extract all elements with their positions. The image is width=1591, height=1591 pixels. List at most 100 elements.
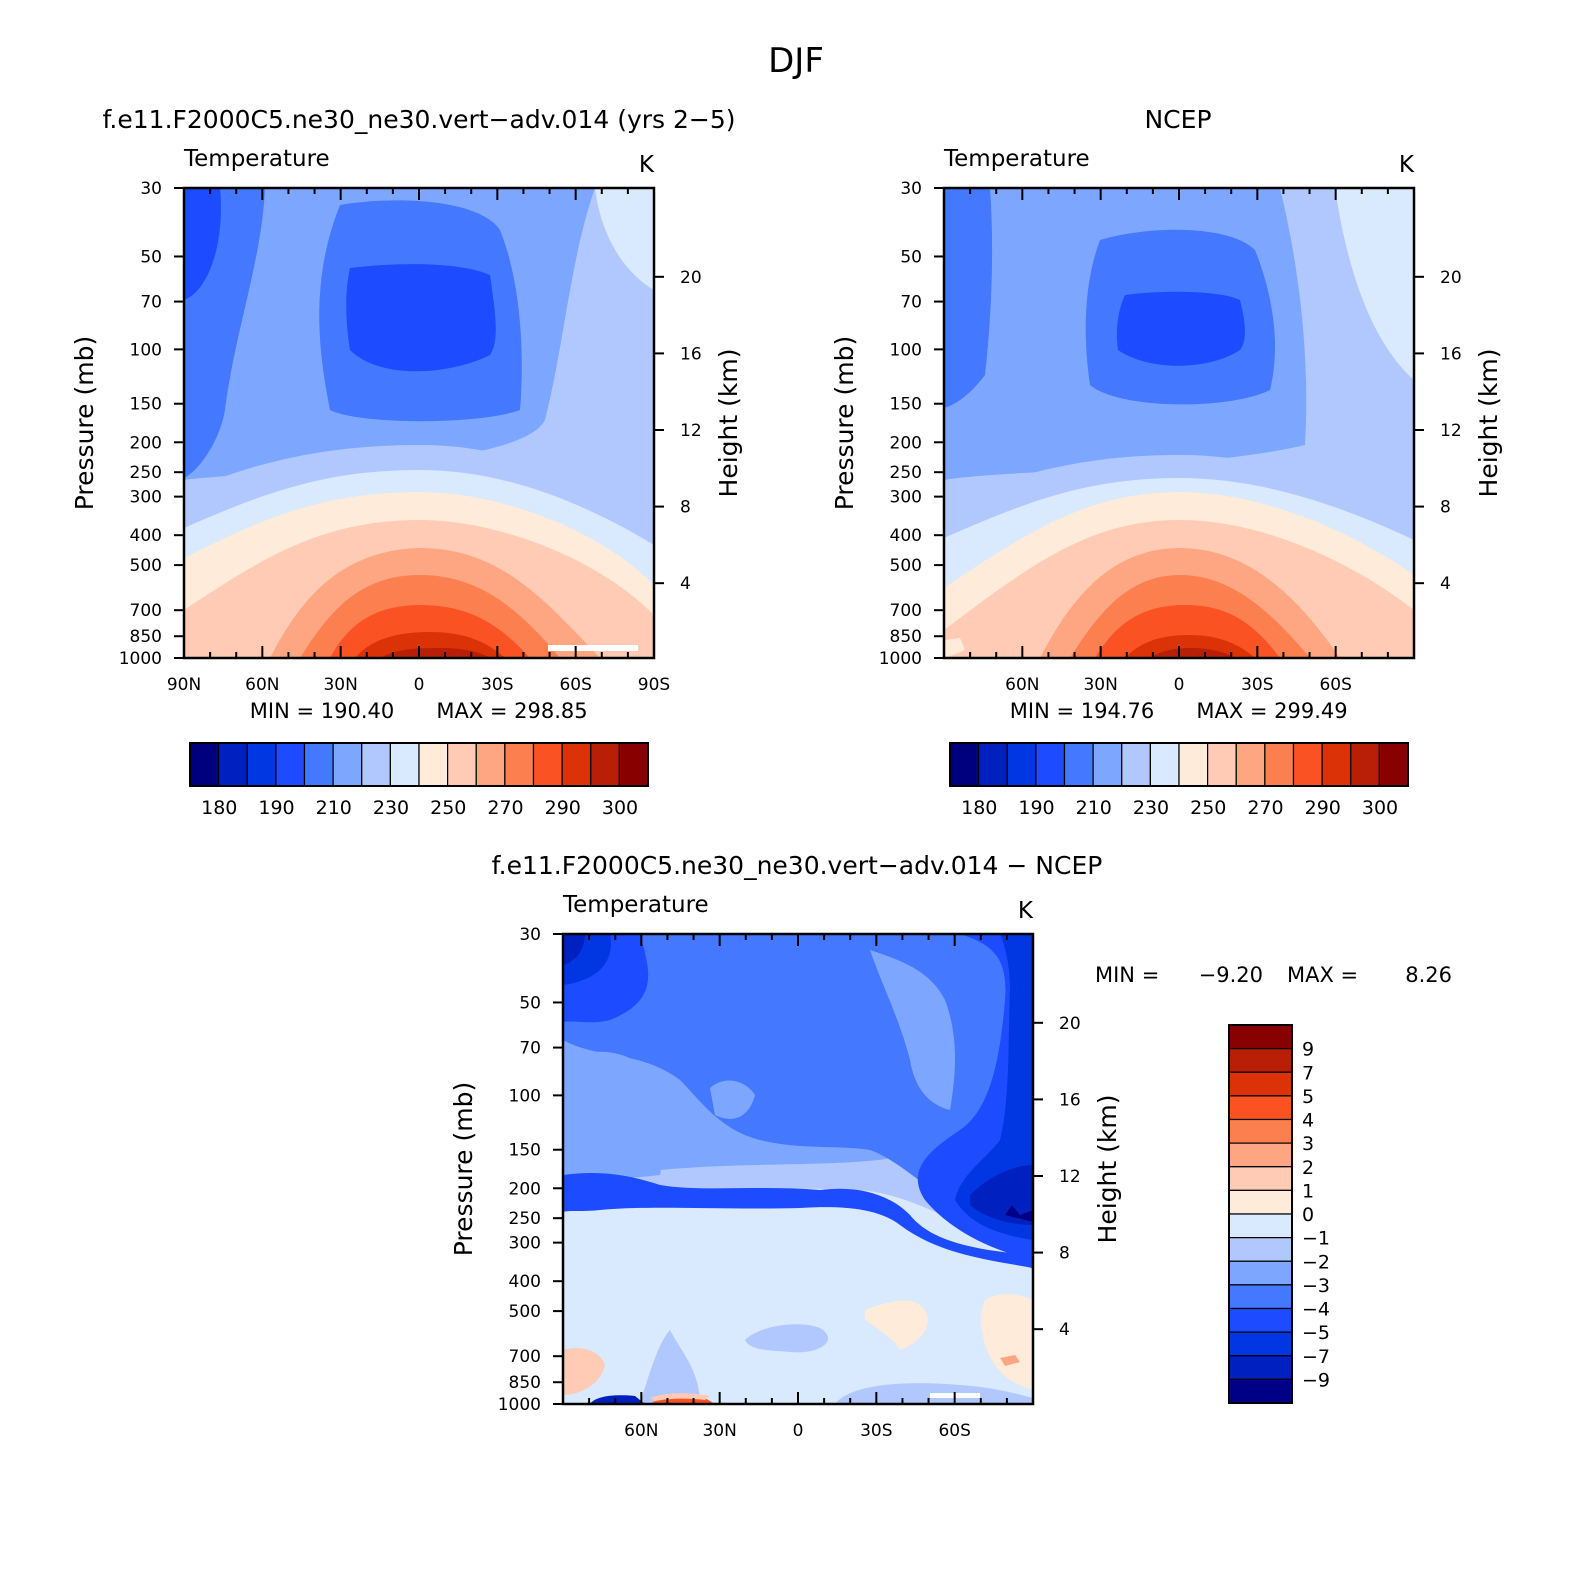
colorbar-label: −7 xyxy=(1302,1346,1330,1368)
colorbar-bin xyxy=(1292,742,1323,787)
y-tick-label: 70 xyxy=(900,293,922,313)
panel-difference-left-label: Temperature xyxy=(562,892,709,918)
colorbar-label: 230 xyxy=(373,797,409,819)
colorbar-bin xyxy=(447,742,477,787)
colorbar-label: 300 xyxy=(1362,797,1398,819)
y-tick-label: 150 xyxy=(130,395,162,415)
colorbar-label: 250 xyxy=(430,797,466,819)
y-tick-label: 1000 xyxy=(498,1395,541,1415)
height-tick-label: 20 xyxy=(1059,1014,1081,1034)
colorbar-bin xyxy=(361,742,391,787)
colorbar-bin xyxy=(1207,742,1237,787)
colorbar-bin xyxy=(1228,1331,1293,1357)
colorbar-label: 1 xyxy=(1302,1180,1314,1202)
colorbar-label: 5 xyxy=(1302,1086,1314,1108)
colorbar-label: −3 xyxy=(1302,1275,1330,1297)
y-tick-label: 850 xyxy=(509,1373,541,1393)
panel-ncep-title: NCEP xyxy=(1144,105,1211,134)
fill-bin-neg3-d xyxy=(710,1080,755,1119)
colorbar-bin xyxy=(1228,1166,1293,1191)
colorbar-bin xyxy=(275,742,306,787)
colorbar-label: −4 xyxy=(1302,1299,1330,1321)
panel-ncep-fill xyxy=(944,188,1414,658)
panel-model-min: MIN = 190.40 xyxy=(250,699,394,723)
x-tick-label: 30S xyxy=(481,675,513,695)
y-tick-label: 50 xyxy=(519,993,541,1013)
panel-difference-ylabel-right: Height (km) xyxy=(1093,1095,1122,1244)
panel-model-right-label: K xyxy=(639,152,655,178)
colorbar-bin xyxy=(418,742,449,787)
height-tick-label: 20 xyxy=(680,268,702,288)
y-tick-label: 100 xyxy=(509,1086,541,1106)
y-tick-label: 500 xyxy=(130,556,162,576)
fill-bin-190-core xyxy=(346,264,496,372)
fill-bin-neg2-lower-a xyxy=(745,1324,829,1353)
y-tick-label: 1000 xyxy=(119,649,162,669)
panel-difference-min-label: MIN = xyxy=(1095,963,1159,987)
colorbar-label: 3 xyxy=(1302,1133,1314,1155)
colorbar-label: −1 xyxy=(1302,1228,1330,1250)
colorbar-label: −5 xyxy=(1302,1322,1330,1344)
colorbar-bin xyxy=(1228,1307,1293,1333)
colorbar-bin xyxy=(1178,742,1209,787)
colorbar-label: −9 xyxy=(1302,1369,1330,1391)
colorbar-label: 250 xyxy=(1190,797,1226,819)
colorbar-bin xyxy=(1063,742,1094,787)
panel-model-ylabel-right: Height (km) xyxy=(714,349,743,498)
fill-bin-300 xyxy=(380,648,490,658)
fill-bin-neg3-b xyxy=(563,1051,671,1180)
x-tick-label: 60S xyxy=(559,675,591,695)
fill-bin-pos1-sfc xyxy=(650,1393,710,1401)
colorbar-bin xyxy=(1149,742,1180,787)
colorbar-bin xyxy=(949,742,980,787)
x-tick-label: 90S xyxy=(638,675,670,695)
fill-bin-neg7 xyxy=(955,934,1033,1240)
y-tick-label: 200 xyxy=(509,1179,541,1199)
x-tick-label: 0 xyxy=(793,1421,804,1441)
height-tick-label: 8 xyxy=(1059,1244,1070,1264)
y-tick-label: 50 xyxy=(140,247,162,267)
colorbar-bin xyxy=(475,742,506,787)
colorbar-label: 180 xyxy=(961,797,997,819)
fill-bin-neg5-b xyxy=(563,1173,1033,1268)
y-tick-label: 150 xyxy=(509,1141,541,1161)
colorbar-label: 270 xyxy=(1247,797,1283,819)
colorbar-bin xyxy=(1228,1189,1293,1215)
fill-bin-neg10 xyxy=(1005,1205,1033,1222)
colorbar-label: 210 xyxy=(1076,797,1112,819)
colorbar-bin xyxy=(1035,742,1066,787)
fill-bin-neg2-lower-b xyxy=(640,1330,700,1404)
panel-ncep-min: MIN = 194.76 xyxy=(1010,699,1154,723)
colorbar-bin xyxy=(1121,742,1151,787)
fill-bin-190-core xyxy=(1116,291,1245,366)
y-tick-label: 700 xyxy=(509,1347,541,1367)
panel-ncep-colorbar: 180 190 210 230 250 270 290 300 xyxy=(949,742,1409,819)
colorbar-bin xyxy=(1228,1378,1293,1404)
colorbar-bin xyxy=(978,742,1008,787)
y-tick-label: 400 xyxy=(509,1272,541,1292)
height-tick-label: 4 xyxy=(1440,574,1451,594)
height-tick-label: 16 xyxy=(1059,1090,1081,1110)
fill-bin-pos2 xyxy=(1000,1355,1020,1366)
colorbar-frame xyxy=(949,742,1409,787)
x-tick-label: 60N xyxy=(245,675,279,695)
colorbar-bin xyxy=(1092,742,1123,787)
y-tick-label: 700 xyxy=(130,601,162,621)
colorbar-label: 290 xyxy=(545,797,581,819)
y-tick-label: 1000 xyxy=(879,649,922,669)
y-tick-label: 30 xyxy=(519,925,541,945)
fill-bin-180-corner xyxy=(184,188,221,300)
colorbar-bin xyxy=(1228,1284,1293,1310)
panel-difference-min-value: −9.20 xyxy=(1199,963,1263,987)
y-tick-label: 250 xyxy=(130,463,162,483)
y-tick-label: 250 xyxy=(890,463,922,483)
colorbar-bin xyxy=(218,742,248,787)
panel-model: f.e11.F2000C5.ne30_ne30.vert−adv.014 (yr… xyxy=(70,105,743,819)
height-tick-label: 4 xyxy=(1059,1320,1070,1340)
colorbar-bin xyxy=(1228,1237,1293,1262)
colorbar-label: 230 xyxy=(1133,797,1169,819)
colorbar-label: 4 xyxy=(1302,1110,1314,1132)
fill-bin-295 xyxy=(1125,635,1255,658)
colorbar-bin xyxy=(1228,1355,1293,1380)
